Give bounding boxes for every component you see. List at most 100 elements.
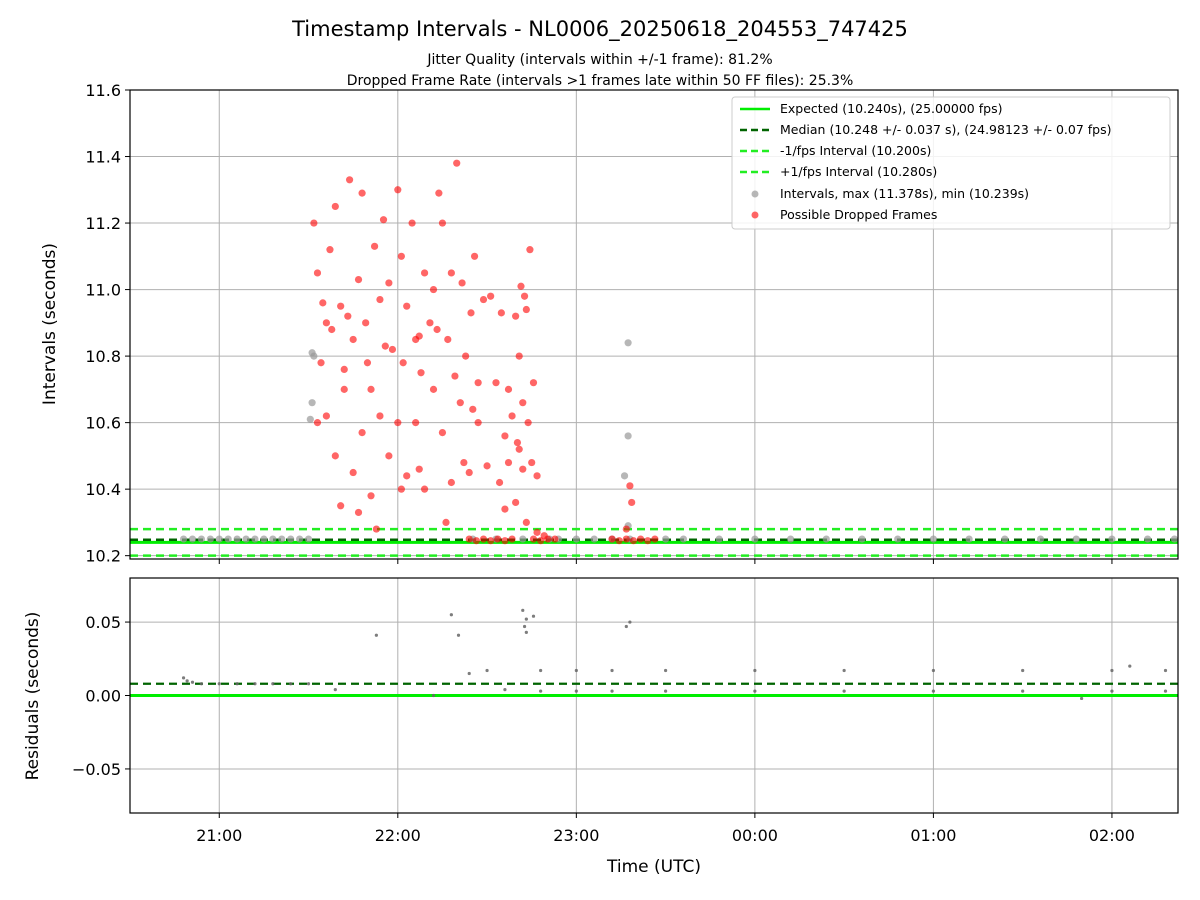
dropped-frame-point (358, 189, 366, 197)
dropped-frame-point (322, 319, 330, 327)
dropped-frame-point (453, 159, 461, 167)
dropped-frame-point (328, 325, 336, 334)
residual-point (524, 630, 528, 634)
residual-point (931, 668, 936, 673)
interval-point (1001, 535, 1009, 543)
dropped-frame-point (474, 419, 482, 427)
residual-point (753, 689, 757, 693)
legend-plus-interval-label: +1/fps Interval (10.280s) (780, 164, 937, 179)
legend-dropped-label: Possible Dropped Frames (780, 207, 937, 222)
dropped-frame-point (526, 246, 534, 254)
interval-point (894, 535, 902, 543)
residual-point (1021, 689, 1025, 693)
interval-point (251, 535, 259, 543)
interval-point (310, 352, 318, 360)
dropped-frame-point (363, 359, 372, 367)
dropped-frame-point (512, 498, 520, 507)
dropped-frame-point (520, 292, 529, 300)
residual-point (503, 688, 507, 692)
dropped-frame-point (442, 518, 450, 527)
interval-point (662, 535, 670, 543)
dropped-frame-point (313, 269, 322, 277)
dropped-frame-point (529, 379, 538, 387)
dropped-frame-point (403, 302, 411, 310)
dropped-frame-point (415, 332, 423, 340)
residual-point (1110, 668, 1114, 673)
intervals-y-axis-label: Intervals (seconds) (40, 243, 60, 405)
residual-point (624, 624, 628, 629)
dropped-frame-point (326, 246, 334, 254)
dropped-frame-point (310, 219, 318, 227)
bottom-y-tick-label: 0.00 (85, 687, 121, 706)
residual-point (574, 689, 578, 693)
top-y-tick-label: 10.2 (85, 547, 121, 566)
dropped-frame-point (394, 186, 402, 194)
dropped-frame-point (513, 438, 522, 447)
dropped-frame-point (522, 518, 530, 527)
dropped-frame-point (331, 202, 339, 211)
interval-point (197, 535, 206, 543)
dropped-frame-point (483, 462, 491, 470)
dropped-frame-point (474, 379, 482, 387)
dropped-frame-point (501, 432, 509, 440)
x-tick-label: 02:00 (1089, 826, 1135, 845)
interval-point (624, 432, 632, 440)
dropped-frame-point (467, 309, 475, 317)
intervals-panel: 10.2 10.4 10.6 10.8 11.0 11.2 11.4 11.6 Interva… (40, 81, 1179, 566)
dropped-frame-point (319, 299, 327, 307)
residual-point (190, 680, 195, 684)
dropped-frame-point (313, 419, 322, 427)
dropped-frame-point (533, 472, 541, 480)
residual-point (664, 668, 668, 673)
residual-point (842, 668, 846, 673)
bottom-y-tick-label: 0.05 (85, 613, 121, 632)
interval-point (590, 535, 598, 543)
dropped-frame-point (438, 429, 447, 437)
dropped-frame-point (322, 412, 330, 420)
dropped-frame-point (349, 468, 357, 477)
dropped-frame-point (408, 219, 416, 227)
x-tick-label: 23:00 (553, 826, 599, 845)
residual-point (485, 668, 489, 673)
x-tick-label: 21:00 (196, 826, 242, 845)
legend-intervals-marker (751, 190, 759, 198)
dropped-frame-point (537, 537, 545, 545)
top-y-tick-label: 11.0 (85, 281, 121, 300)
top-y-tick-label: 10.8 (85, 347, 121, 366)
interval-point (519, 535, 527, 543)
dropped-frame-point (515, 445, 523, 453)
dropped-frame-point (465, 468, 473, 477)
residual-point (235, 682, 239, 686)
dropped-frame-point (508, 535, 516, 543)
dropped-frame-point (501, 537, 509, 545)
interval-point (242, 535, 250, 543)
dropped-frame-point (372, 525, 380, 533)
legend-expected-label: Expected (10.240s), (25.00000 fps) (780, 101, 1002, 116)
residual-point (1163, 668, 1168, 673)
interval-point (269, 535, 277, 543)
residual-point (628, 620, 632, 624)
dropped-frame-point (340, 365, 348, 374)
residual-point (181, 676, 186, 680)
interval-point (224, 535, 232, 543)
dropped-frame-point (417, 369, 425, 377)
residuals-panel: −0.05 0.00 0.05 21:00 22:00 23:00 00:00 01:00 0… (23, 577, 1179, 845)
dropped-frame-point (337, 302, 345, 310)
dropped-frame-point (472, 537, 480, 545)
dropped-frame-point (345, 176, 354, 184)
dropped-frame-point (354, 508, 363, 517)
interval-point (287, 535, 295, 543)
dropped-frame-point (470, 252, 479, 260)
legend-box (731, 96, 1171, 230)
dropped-frame-point (444, 335, 452, 344)
interval-point (296, 535, 304, 543)
dropped-frame-point (504, 458, 513, 467)
residual-point (539, 689, 543, 693)
dropped-frame-point (403, 472, 411, 480)
x-axis-label: Time (UTC) (606, 857, 701, 877)
dropped-frame-point (528, 458, 536, 467)
dropped-frame-point (358, 429, 366, 437)
interval-point (965, 535, 973, 543)
dropped-frame-point (497, 309, 505, 317)
chart-subtitle-dropped: Dropped Frame Rate (intervals >1 frames … (347, 73, 854, 89)
